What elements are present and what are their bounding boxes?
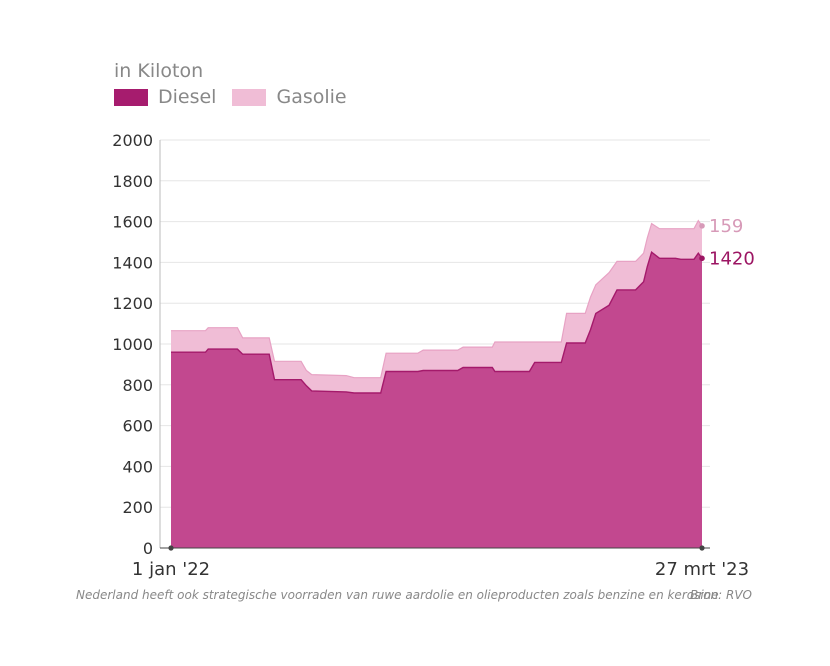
legend-swatch-gasolie <box>232 88 267 106</box>
legend-swatch-diesel <box>114 88 148 106</box>
legend-item-diesel: Diesel <box>114 86 216 108</box>
series-line-diesel <box>171 251 703 394</box>
end-marker-gasolie <box>699 223 705 229</box>
footnote: Nederland heeft ook strategische voorrad… <box>76 588 719 602</box>
legend-label-diesel: Diesel <box>158 86 217 108</box>
series-area-diesel <box>171 252 702 548</box>
y-tick-label: 0 <box>143 539 153 558</box>
end-marker-diesel <box>699 255 705 262</box>
legend-label-gasolie: Gasolie <box>276 86 347 108</box>
unit-label: in Kiloton <box>114 60 204 82</box>
y-tick-label: 200 <box>122 498 153 517</box>
y-tick-label: 2000 <box>112 131 153 150</box>
y-tick-label: 1800 <box>112 172 153 191</box>
y-tick-label: 1200 <box>112 294 153 313</box>
y-tick-label: 1400 <box>112 253 153 272</box>
end-label-diesel: 1420 <box>709 248 755 269</box>
y-tick-label: 1600 <box>112 213 153 232</box>
x-tick-label: 1 jan '22 <box>132 559 210 580</box>
legend-item-gasolie: Gasolie <box>232 86 347 108</box>
y-tick-label: 400 <box>122 457 153 476</box>
y-tick-label: 600 <box>122 417 153 436</box>
source-note: Bron: RVO <box>690 588 752 602</box>
x-tick-marker <box>168 545 174 551</box>
y-tick-label: 800 <box>122 376 153 395</box>
legend: Diesel Gasolie <box>114 86 363 108</box>
x-tick-label: 27 mrt '23 <box>655 559 749 580</box>
series-line-gasolie <box>171 219 703 379</box>
y-tick-label: 1000 <box>112 335 153 354</box>
end-label-gasolie: 159 <box>709 216 743 237</box>
x-tick-marker <box>699 545 705 551</box>
